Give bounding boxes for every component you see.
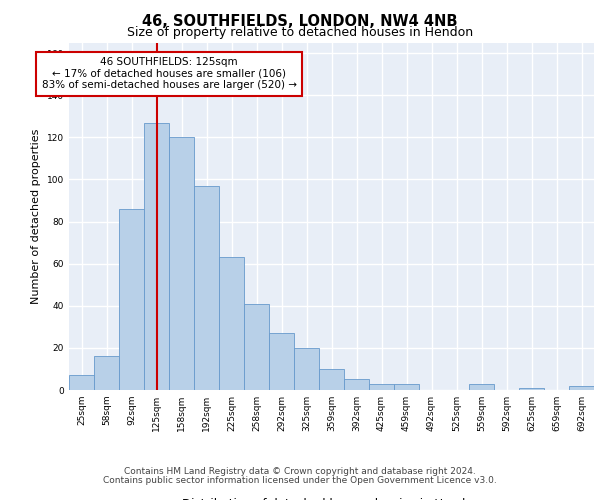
Bar (294, 348, 319, 390)
Bar (344, 380, 369, 390)
Bar (219, 258, 244, 390)
Y-axis label: Number of detached properties: Number of detached properties (31, 128, 41, 304)
Text: 46 SOUTHFIELDS: 125sqm
← 17% of detached houses are smaller (106)
83% of semi-de: 46 SOUTHFIELDS: 125sqm ← 17% of detached… (41, 57, 296, 90)
Text: 46, SOUTHFIELDS, LONDON, NW4 4NB: 46, SOUTHFIELDS, LONDON, NW4 4NB (142, 14, 458, 29)
Bar (144, 122, 169, 390)
Bar (569, 386, 594, 390)
Bar (269, 333, 294, 390)
Bar (519, 388, 544, 390)
Text: Contains public sector information licensed under the Open Government Licence v3: Contains public sector information licen… (103, 476, 497, 485)
Text: Size of property relative to detached houses in Hendon: Size of property relative to detached ho… (127, 26, 473, 39)
Bar (394, 384, 419, 390)
Bar (169, 138, 194, 390)
Bar (69, 376, 94, 390)
Bar (319, 369, 344, 390)
Bar (194, 186, 219, 390)
Bar (369, 384, 394, 390)
Text: Contains HM Land Registry data © Crown copyright and database right 2024.: Contains HM Land Registry data © Crown c… (124, 467, 476, 476)
Bar (119, 209, 144, 390)
X-axis label: Distribution of detached houses by size in Hendon: Distribution of detached houses by size … (182, 498, 481, 500)
Bar (94, 356, 119, 390)
Bar (244, 304, 269, 390)
Bar (469, 384, 494, 390)
